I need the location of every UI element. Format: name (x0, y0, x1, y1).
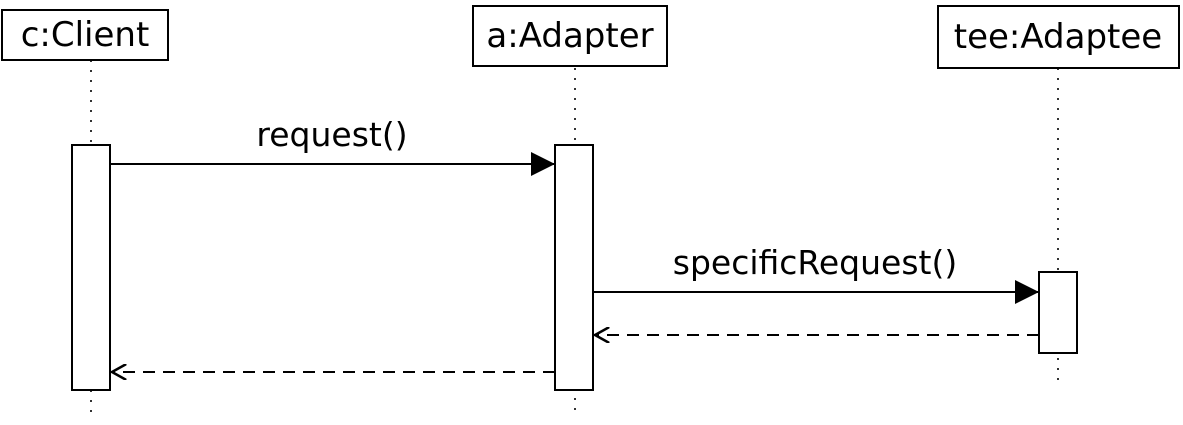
activation-bar-adapter (555, 145, 593, 390)
activation-bar-client (72, 145, 110, 390)
message-request: request() (110, 115, 555, 164)
message-request-label: request() (256, 115, 407, 154)
participant-client-label: c:Client (21, 15, 150, 55)
message-specific-request-label: specificRequest() (673, 243, 957, 282)
message-specific-request: specificRequest() (593, 243, 1039, 292)
participant-adaptee: tee:Adaptee (938, 6, 1179, 68)
participant-adapter-label: a:Adapter (486, 16, 653, 56)
participant-adaptee-label: tee:Adaptee (954, 17, 1162, 57)
participant-adapter: a:Adapter (473, 6, 667, 66)
participant-client: c:Client (2, 10, 168, 60)
activation-bar-adaptee (1039, 272, 1077, 353)
